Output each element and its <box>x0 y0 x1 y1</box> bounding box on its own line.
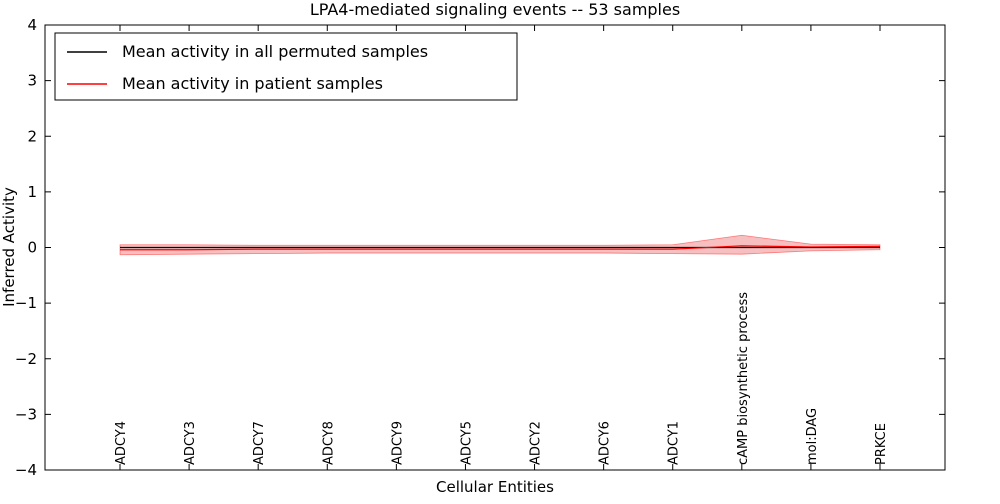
plot-area-border <box>44 24 946 471</box>
x-tick-label: ADCY1 <box>667 421 682 465</box>
legend: Mean activity in all permuted samples Me… <box>54 32 518 101</box>
x-tick-label: ADCY2 <box>529 421 544 465</box>
y-tick-label: −1 <box>15 294 37 312</box>
x-tick-label: ADCY9 <box>390 421 405 465</box>
y-tick-label: 1 <box>27 183 37 201</box>
y-tick-label: 4 <box>27 16 37 34</box>
y-tick-label: −4 <box>15 461 37 479</box>
x-axis-ticks: ADCY4 ADCY3 ADCY7 ADCY8 ADCY9 ADCY5 ADCY2 ADCY6… <box>114 25 889 470</box>
chart-title: LPA4-mediated signaling events -- 53 sam… <box>310 0 680 19</box>
y-axis-label: Inferred Activity <box>0 187 18 307</box>
x-tick-label: ADCY8 <box>321 421 336 465</box>
plot-series <box>119 234 881 256</box>
x-tick-label: ADCY6 <box>598 421 613 465</box>
y-tick-label: 2 <box>27 127 37 145</box>
legend-label-permuted: Mean activity in all permuted samples <box>122 42 428 61</box>
patient-mean-line <box>120 245 881 251</box>
y-axis-ticks: −4 −3 −2 −1 0 1 2 3 4 <box>15 16 945 479</box>
x-tick-label: ADCY3 <box>183 421 198 465</box>
y-tick-label: 0 <box>27 239 37 257</box>
x-tick-label: ADCY7 <box>252 421 267 465</box>
y-tick-label: −3 <box>15 405 37 423</box>
y-tick-label: −2 <box>15 350 37 368</box>
x-tick-label: PRKCE <box>874 423 889 465</box>
patient-activity-band <box>119 234 881 256</box>
x-tick-label: mol:DAG <box>805 408 820 465</box>
legend-label-patient: Mean activity in patient samples <box>122 74 383 93</box>
x-tick-label: cAMP biosynthetic process <box>736 292 751 465</box>
x-tick-label: ADCY4 <box>114 421 129 465</box>
legend-box <box>54 32 518 101</box>
x-tick-label: ADCY5 <box>459 421 474 465</box>
y-tick-label: 3 <box>27 72 37 90</box>
x-axis-label: Cellular Entities <box>436 478 554 496</box>
